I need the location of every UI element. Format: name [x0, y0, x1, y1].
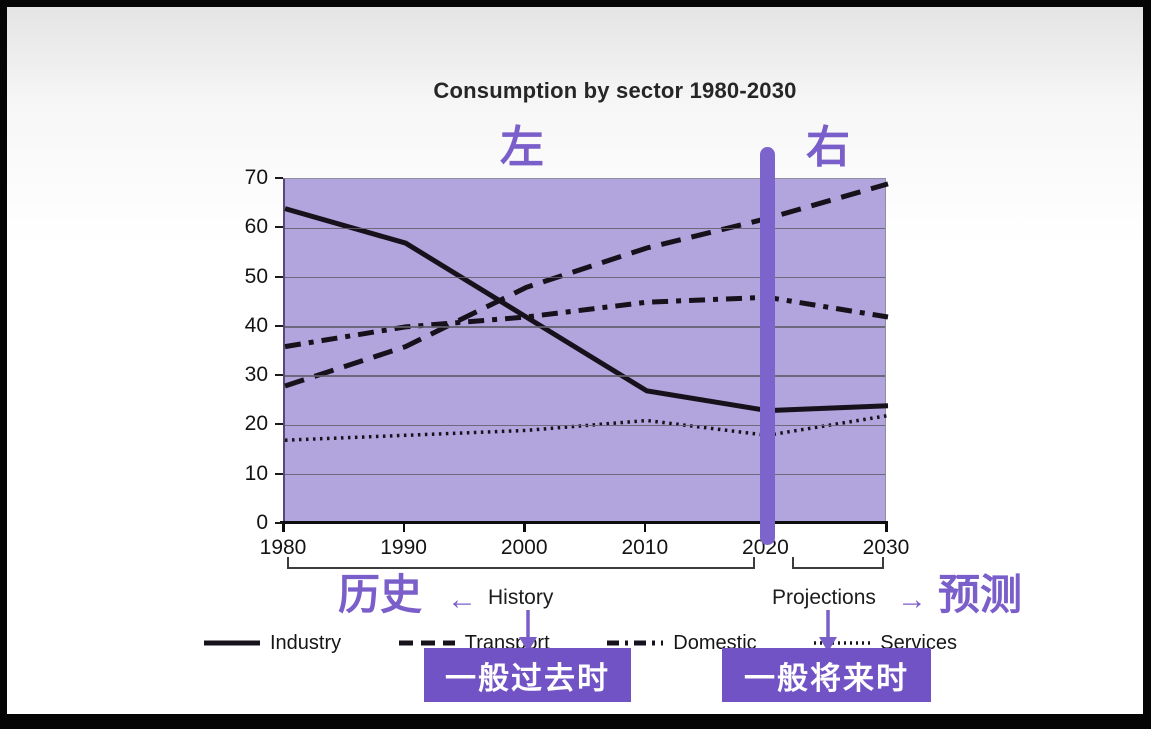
x-tick-mark — [885, 524, 888, 532]
y-tick-label: 30 — [244, 363, 268, 387]
x-tick-label: 2000 — [500, 536, 548, 559]
legend-item-industry: Industry — [203, 632, 341, 655]
y-tick-label: 0 — [256, 511, 268, 534]
plot-area — [283, 178, 889, 523]
x-tick-label: 2020 — [742, 536, 789, 559]
down-arrow-icon — [819, 610, 837, 652]
x-tick-label: 2010 — [621, 536, 669, 559]
forecast-cn-label: 预测 — [938, 571, 1023, 618]
right-arrow-icon: → — [897, 583, 927, 616]
y-tick-label: 70 — [244, 166, 268, 189]
y-tick-label: 60 — [244, 215, 268, 239]
y-tick-mark — [275, 374, 283, 377]
projections-bracket — [792, 557, 884, 569]
y-tick-mark — [275, 275, 283, 278]
x-tick-label: 2030 — [862, 536, 910, 559]
y-tick-mark — [275, 423, 283, 426]
x-tick-label: 1990 — [380, 536, 427, 559]
y-tick-mark — [275, 177, 283, 179]
history-cn-label: 历史 — [338, 571, 423, 618]
x-tick-mark — [643, 524, 647, 532]
chart-title: Consumption by sector 1980-2030 — [433, 78, 797, 103]
gridline-60 — [285, 227, 885, 229]
gridline-40 — [285, 326, 885, 328]
x-tick-mark — [402, 524, 406, 532]
dashed-line-sample-icon — [398, 640, 455, 646]
gridline-30 — [285, 375, 885, 377]
x-tick-label: 1980 — [259, 536, 307, 559]
y-tick-label: 50 — [244, 264, 268, 288]
y-tick-label: 40 — [244, 313, 268, 337]
history-label: History — [488, 586, 554, 609]
chart-line-services — [284, 413, 889, 442]
y-tick-mark — [275, 472, 283, 475]
slide: Consumption by sector 1980-2030 左 右 70 60… — [7, 7, 1143, 714]
gridline-50 — [285, 276, 885, 279]
gridline-20 — [285, 424, 885, 427]
chart-series-canvas — [284, 181, 889, 442]
y-tick-label: 10 — [244, 461, 268, 485]
y-tick-mark — [275, 226, 283, 229]
gridline-10 — [285, 474, 885, 476]
chart-line-industry — [284, 206, 889, 414]
history-bracket — [287, 557, 755, 569]
dashdot-line-sample-icon — [607, 640, 664, 646]
y-tick-mark — [275, 522, 283, 524]
x-axis-line — [280, 521, 888, 524]
solid-line-sample-icon — [204, 640, 260, 646]
y-tick-label: 20 — [244, 412, 268, 436]
legend-label-industry: Industry — [270, 631, 342, 654]
history-projection-divider-bar — [760, 147, 775, 545]
chart-line-transport — [284, 181, 889, 389]
past-tense-box: 一般过去时 — [424, 648, 631, 702]
right-marker-cn: 右 — [806, 123, 850, 172]
x-tick-mark — [523, 524, 526, 532]
down-arrow-icon — [519, 610, 537, 652]
left-arrow-icon: ← — [447, 583, 477, 616]
x-tick-mark — [282, 524, 285, 532]
left-marker-cn: 左 — [500, 123, 544, 172]
projections-label: Projections — [772, 586, 876, 609]
y-tick-mark — [275, 324, 283, 327]
future-tense-box: 一般将来时 — [722, 648, 931, 702]
chart-line-domestic — [284, 294, 889, 350]
